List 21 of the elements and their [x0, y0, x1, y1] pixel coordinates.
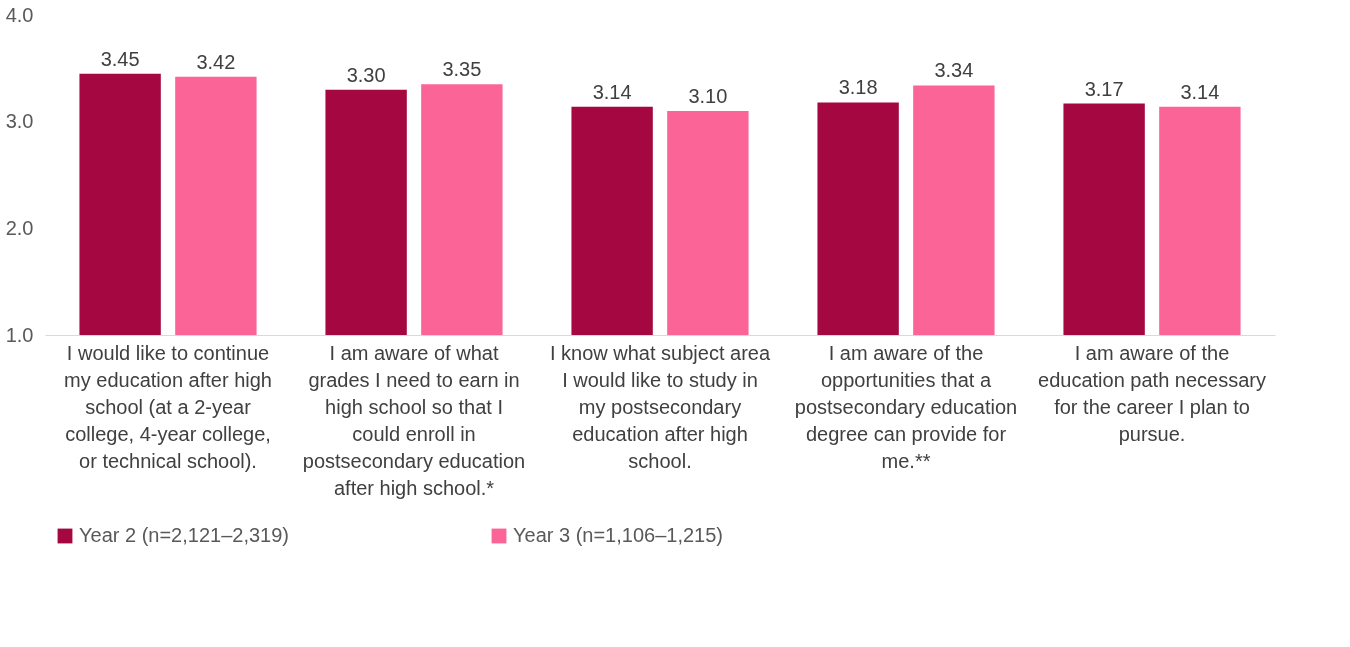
x-tick-label: I would like to continue my education after high school (at a 2-year college, 4-year college, or technical school). [64, 341, 272, 472]
data-label: 3.18 [838, 76, 878, 99]
y-tick-label: 3.0 [5, 110, 34, 133]
data-label: 3.35 [442, 58, 482, 81]
x-tick-label: I am aware of the education path necessary for the career I plan to pursue. [1038, 341, 1266, 445]
y-tick-label: 2.0 [5, 216, 34, 239]
legend-label: Year 3 (n=1,106–1,215) [513, 524, 723, 546]
data-label: 3.14 [592, 80, 632, 103]
data-label: 3.30 [346, 63, 386, 86]
data-label: 3.45 [100, 47, 140, 70]
data-label: 3.42 [196, 50, 236, 73]
data-label: 3.10 [688, 85, 728, 107]
data-label: 3.34 [934, 59, 974, 82]
data-label: 3.14 [1180, 80, 1220, 103]
y-tick-label: 4.0 [5, 3, 34, 26]
y-tick-label: 1.0 [5, 323, 34, 346]
x-tick-label: I am aware of what grades I need to earn in high school so that I could enroll in postsecondary education after high school.* [302, 341, 526, 499]
legend-label: Year 2 (n=2,121–2,319) [79, 524, 289, 546]
x-tick-label: I know what subject area I would like to study in my postsecondary education after high school. [549, 341, 771, 472]
x-tick-label: I am aware of the opportunities that a postsecondary education degree can provide for me.** [794, 341, 1018, 472]
data-label: 3.17 [1084, 77, 1124, 100]
